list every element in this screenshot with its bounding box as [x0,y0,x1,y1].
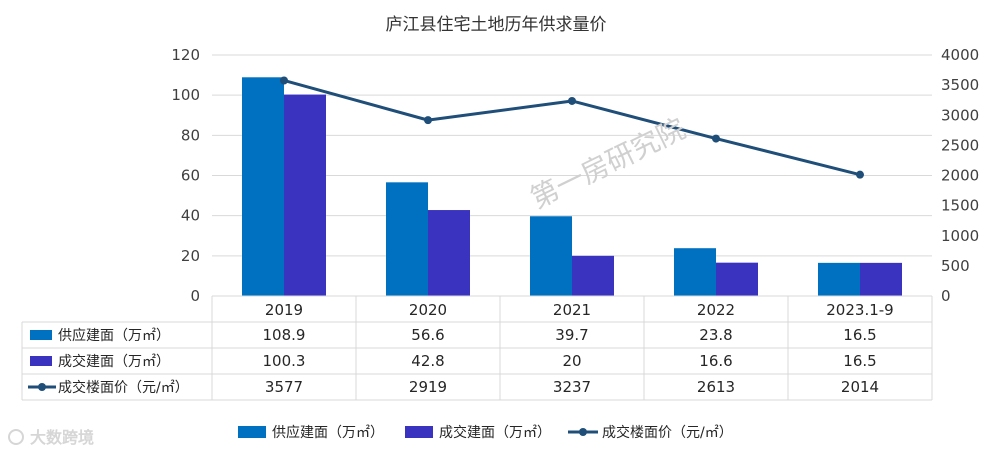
y-right-tick-label: 3500 [941,76,979,94]
bar-supply-2023.1-9 [818,262,860,296]
table-cell: 20 [562,352,581,370]
table-key-price-marker [38,383,46,391]
brand-text: 大数跨境 [30,428,94,447]
legend-key-price-marker [579,428,587,436]
bar-supply-2021 [530,216,572,296]
table-cell: 56.6 [411,326,444,344]
y-left-tick-label: 80 [181,126,200,144]
y-left-tick-label: 120 [171,46,200,64]
y-left-axis: 0 20 40 60 80 100 120 [171,46,200,305]
bar-deal-2022 [716,262,758,296]
legend-label: 成交楼面价（元/㎡） [602,424,733,441]
y-right-tick-label: 3000 [941,106,979,124]
y-right-tick-label: 1500 [941,197,979,215]
price-line-series [280,76,864,179]
legend-label: 供应建面（万㎡） [272,424,384,441]
y-right-tick-label: 2000 [941,167,979,185]
y-left-tick-label: 20 [181,247,200,265]
legend: 供应建面（万㎡） 成交建面（万㎡） 成交楼面价（元/㎡） [238,424,733,441]
table-cell: 108.9 [263,326,306,344]
table-cell: 2613 [697,378,735,396]
table-cell: 100.3 [263,352,306,370]
y-left-tick-label: 60 [181,167,200,185]
y-right-tick-label: 1000 [941,227,979,245]
brand-logo-icon [8,429,24,445]
table-key-deal [30,356,52,366]
table-row-label: 成交楼面价（元/㎡） [58,379,189,396]
table-cell: 42.8 [411,352,444,370]
y-right-axis: 0 500 1000 1500 2000 2500 3000 3500 4000 [941,46,979,305]
y-right-tick-label: 2500 [941,136,979,154]
bar-supply-2022 [674,248,716,296]
x-tick-label: 2019 [265,301,303,319]
table-cell: 2014 [841,378,879,396]
y-right-tick-label: 4000 [941,46,979,64]
data-table: 2019 2020 2021 2022 2023.1-9 供应建面（万㎡） 108.9 56.… [21,295,933,401]
price-point-2019 [280,76,288,85]
legend-key-supply [238,426,266,438]
x-tick-label: 2022 [697,301,735,319]
price-point-2020 [424,116,432,125]
bar-deal-2020 [428,210,470,296]
legend-key-deal [405,426,433,438]
y-left-tick-label: 100 [171,86,200,104]
brand-logo: 大数跨境 [8,428,94,447]
table-cell: 2919 [409,378,447,396]
y-left-tick-label: 40 [181,207,200,225]
bar-series [242,77,902,296]
table-cell: 39.7 [555,326,588,344]
legend-label: 成交建面（万㎡） [439,424,551,441]
x-tick-label: 2020 [409,301,447,319]
bar-deal-2023.1-9 [860,262,902,296]
price-point-2023.1-9 [856,170,864,179]
x-tick-label: 2021 [553,301,591,319]
y-right-tick-label: 0 [941,287,951,305]
table-cell: 3577 [265,378,303,396]
table-cell: 16.5 [843,326,876,344]
table-row-label: 成交建面（万㎡） [58,353,170,370]
x-tick-label: 2023.1-9 [826,301,893,319]
watermark-text: 第一房研究院 [525,112,690,215]
bar-supply-2019 [242,77,284,296]
table-row-label: 供应建面（万㎡） [58,327,170,344]
table-cell: 16.6 [699,352,732,370]
bar-deal-2021 [572,255,614,296]
price-point-2022 [712,134,720,143]
price-point-2021 [568,96,576,105]
table-cell: 3237 [553,378,591,396]
y-left-tick-label: 0 [190,287,200,305]
table-key-supply [30,330,52,340]
table-cell: 16.5 [843,352,876,370]
table-cell: 23.8 [699,326,732,344]
y-right-tick-label: 500 [941,257,970,275]
chart-title: 庐江县住宅土地历年供求量价 [386,15,607,35]
bar-deal-2019 [284,94,326,296]
price-line [283,79,861,177]
bar-supply-2020 [386,182,428,296]
